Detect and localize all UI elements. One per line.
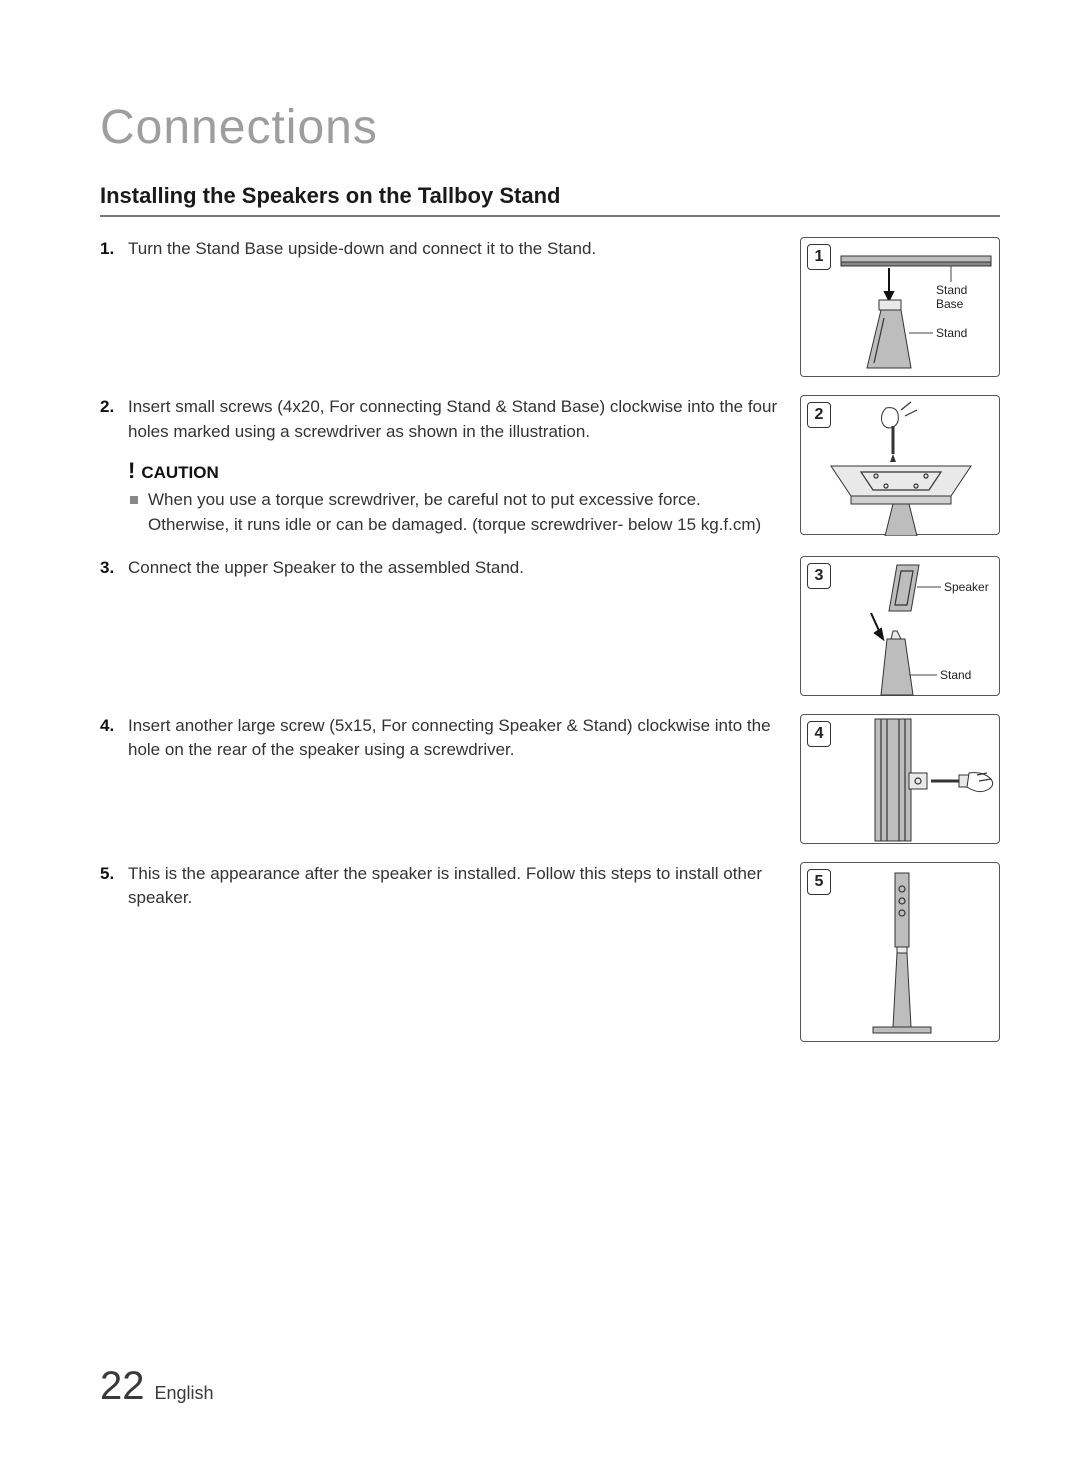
caution-label: CAUTION <box>141 463 218 482</box>
page-language: English <box>155 1383 214 1404</box>
figure-2: 2 <box>800 395 1000 535</box>
figure-5: 5 <box>800 862 1000 1042</box>
step-3-text: Connect the upper Speaker to the assembl… <box>100 556 778 581</box>
step-2-text: Insert small screws (4x20, For connectin… <box>100 395 778 444</box>
caution-title: ! CAUTION <box>128 458 778 484</box>
page-number: 22 <box>100 1364 145 1409</box>
step-1-text: Turn the Stand Base upside-down and conn… <box>100 237 778 262</box>
figure-3-svg: Speaker Stand <box>801 557 1001 697</box>
figure-3-number: 3 <box>807 563 831 589</box>
section-title: Connections <box>100 100 1000 155</box>
svg-text:Base: Base <box>936 297 964 311</box>
step-4-text: Insert another large screw (5x15, For co… <box>100 714 778 763</box>
caution-bang-icon: ! <box>128 458 135 483</box>
figure-5-svg <box>801 863 1001 1043</box>
step-1-row: Turn the Stand Base upside-down and conn… <box>100 237 1000 377</box>
figure-4-number: 4 <box>807 721 831 747</box>
step-2-row: Insert small screws (4x20, For connectin… <box>100 395 1000 538</box>
figure-1: 1 Stand Base Stand <box>800 237 1000 377</box>
figure-3-label-stand: Stand <box>940 668 971 682</box>
figure-1-label-stand-base: Stand <box>936 283 967 297</box>
figure-2-number: 2 <box>807 402 831 428</box>
step-3-row: Connect the upper Speaker to the assembl… <box>100 556 1000 696</box>
figure-1-label-stand: Stand <box>936 326 967 340</box>
page-footer: 22 English <box>100 1364 214 1409</box>
figure-1-svg: Stand Base Stand <box>801 238 1001 378</box>
figure-5-number: 5 <box>807 869 831 895</box>
figure-4: 4 <box>800 714 1000 844</box>
step-5-row: This is the appearance after the speaker… <box>100 862 1000 1042</box>
figure-2-svg <box>801 396 1001 536</box>
figure-1-number: 1 <box>807 244 831 270</box>
step-5-text: This is the appearance after the speaker… <box>100 862 778 911</box>
subheading: Installing the Speakers on the Tallboy S… <box>100 183 1000 217</box>
step-4-row: Insert another large screw (5x15, For co… <box>100 714 1000 844</box>
figure-3: 3 Speaker Stand <box>800 556 1000 696</box>
figure-3-label-speaker: Speaker <box>944 580 989 594</box>
figure-4-svg <box>801 715 1001 845</box>
caution-body: When you use a torque screwdriver, be ca… <box>128 488 778 537</box>
caution-block: ! CAUTION When you use a torque screwdriv… <box>100 458 778 537</box>
